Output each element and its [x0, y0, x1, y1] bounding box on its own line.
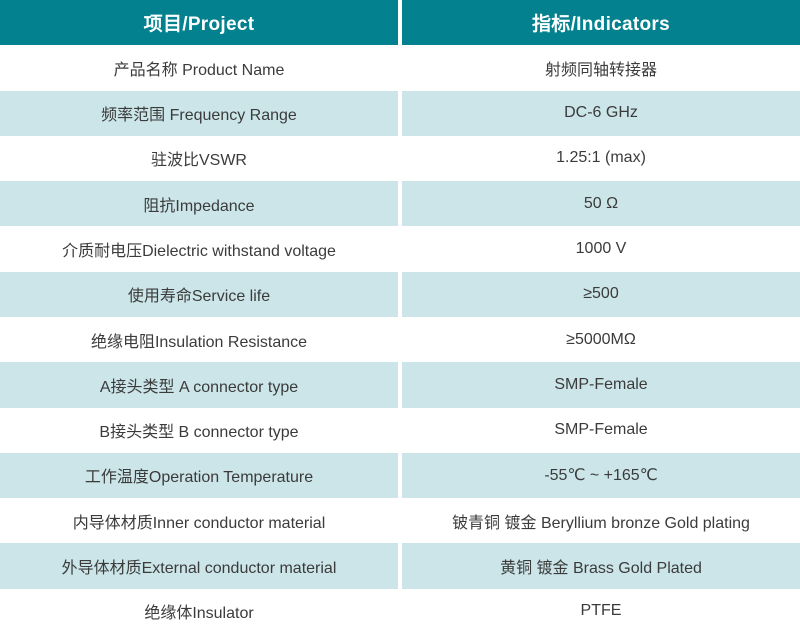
table-row: 绝缘体Insulator PTFE: [0, 588, 800, 634]
table-row: 使用寿命Service life ≥500: [0, 271, 800, 317]
indicator-cell: PTFE: [402, 588, 800, 634]
project-cell: 阻抗Impedance: [0, 181, 398, 227]
indicator-cell: DC-6 GHz: [402, 90, 800, 136]
project-cell: 产品名称 Product Name: [0, 45, 398, 91]
table-header-row: 项目/Project 指标/Indicators: [0, 0, 800, 46]
table-row: 外导体材质External conductor material 黄铜 镀金 B…: [0, 543, 800, 589]
table-row: 驻波比VSWR 1.25:1 (max): [0, 135, 800, 182]
indicator-cell: 黄铜 镀金 Brass Gold Plated: [402, 543, 800, 589]
indicator-cell: 1000 V: [402, 226, 800, 272]
project-cell: 驻波比VSWR: [0, 135, 398, 182]
column-divider: [398, 362, 402, 408]
column-divider: [398, 90, 402, 136]
indicator-cell: 铍青铜 镀金 Beryllium bronze Gold plating: [402, 498, 800, 544]
table-row: 介质耐电压Dielectric withstand voltage 1000 V: [0, 226, 800, 272]
column-divider: [398, 543, 402, 589]
table-row: B接头类型 B connector type SMP-Female: [0, 407, 800, 453]
indicator-cell: 射频同轴转接器: [402, 45, 800, 91]
indicator-cell: ≥500: [402, 271, 800, 317]
project-cell: 介质耐电压Dielectric withstand voltage: [0, 226, 398, 272]
table-row: 产品名称 Product Name 射频同轴转接器: [0, 45, 800, 91]
column-divider: [398, 135, 402, 182]
table-row: A接头类型 A connector type SMP-Female: [0, 362, 800, 408]
indicator-cell: SMP-Female: [402, 362, 800, 408]
column-divider: [398, 45, 402, 91]
project-cell: 工作温度Operation Temperature: [0, 452, 398, 499]
column-divider: [398, 452, 402, 499]
indicator-cell: -55℃ ~ +165℃: [402, 452, 800, 499]
header-cell-indicators: 指标/Indicators: [402, 0, 800, 46]
indicator-cell: ≥5000MΩ: [402, 316, 800, 363]
table-row: 阻抗Impedance 50 Ω: [0, 181, 800, 227]
indicator-cell: 50 Ω: [402, 181, 800, 227]
indicator-cell: SMP-Female: [402, 407, 800, 453]
column-divider: [398, 407, 402, 453]
project-cell: B接头类型 B connector type: [0, 407, 398, 453]
table-row: 工作温度Operation Temperature -55℃ ~ +165℃: [0, 452, 800, 499]
project-cell: 频率范围 Frequency Range: [0, 90, 398, 136]
table-row: 内导体材质Inner conductor material 铍青铜 镀金 Ber…: [0, 498, 800, 544]
column-divider: [398, 0, 402, 46]
indicator-cell: 1.25:1 (max): [402, 135, 800, 182]
column-divider: [398, 498, 402, 544]
column-divider: [398, 588, 402, 634]
column-divider: [398, 271, 402, 317]
table-row: 频率范围 Frequency Range DC-6 GHz: [0, 90, 800, 136]
project-cell: 绝缘电阻Insulation Resistance: [0, 316, 398, 363]
column-divider: [398, 316, 402, 363]
project-cell: 绝缘体Insulator: [0, 588, 398, 634]
project-cell: 使用寿命Service life: [0, 271, 398, 317]
project-cell: 内导体材质Inner conductor material: [0, 498, 398, 544]
column-divider: [398, 226, 402, 272]
header-cell-project: 项目/Project: [0, 0, 398, 46]
column-divider: [398, 181, 402, 227]
project-cell: 外导体材质External conductor material: [0, 543, 398, 589]
project-cell: A接头类型 A connector type: [0, 362, 398, 408]
table-row: 绝缘电阻Insulation Resistance ≥5000MΩ: [0, 316, 800, 363]
